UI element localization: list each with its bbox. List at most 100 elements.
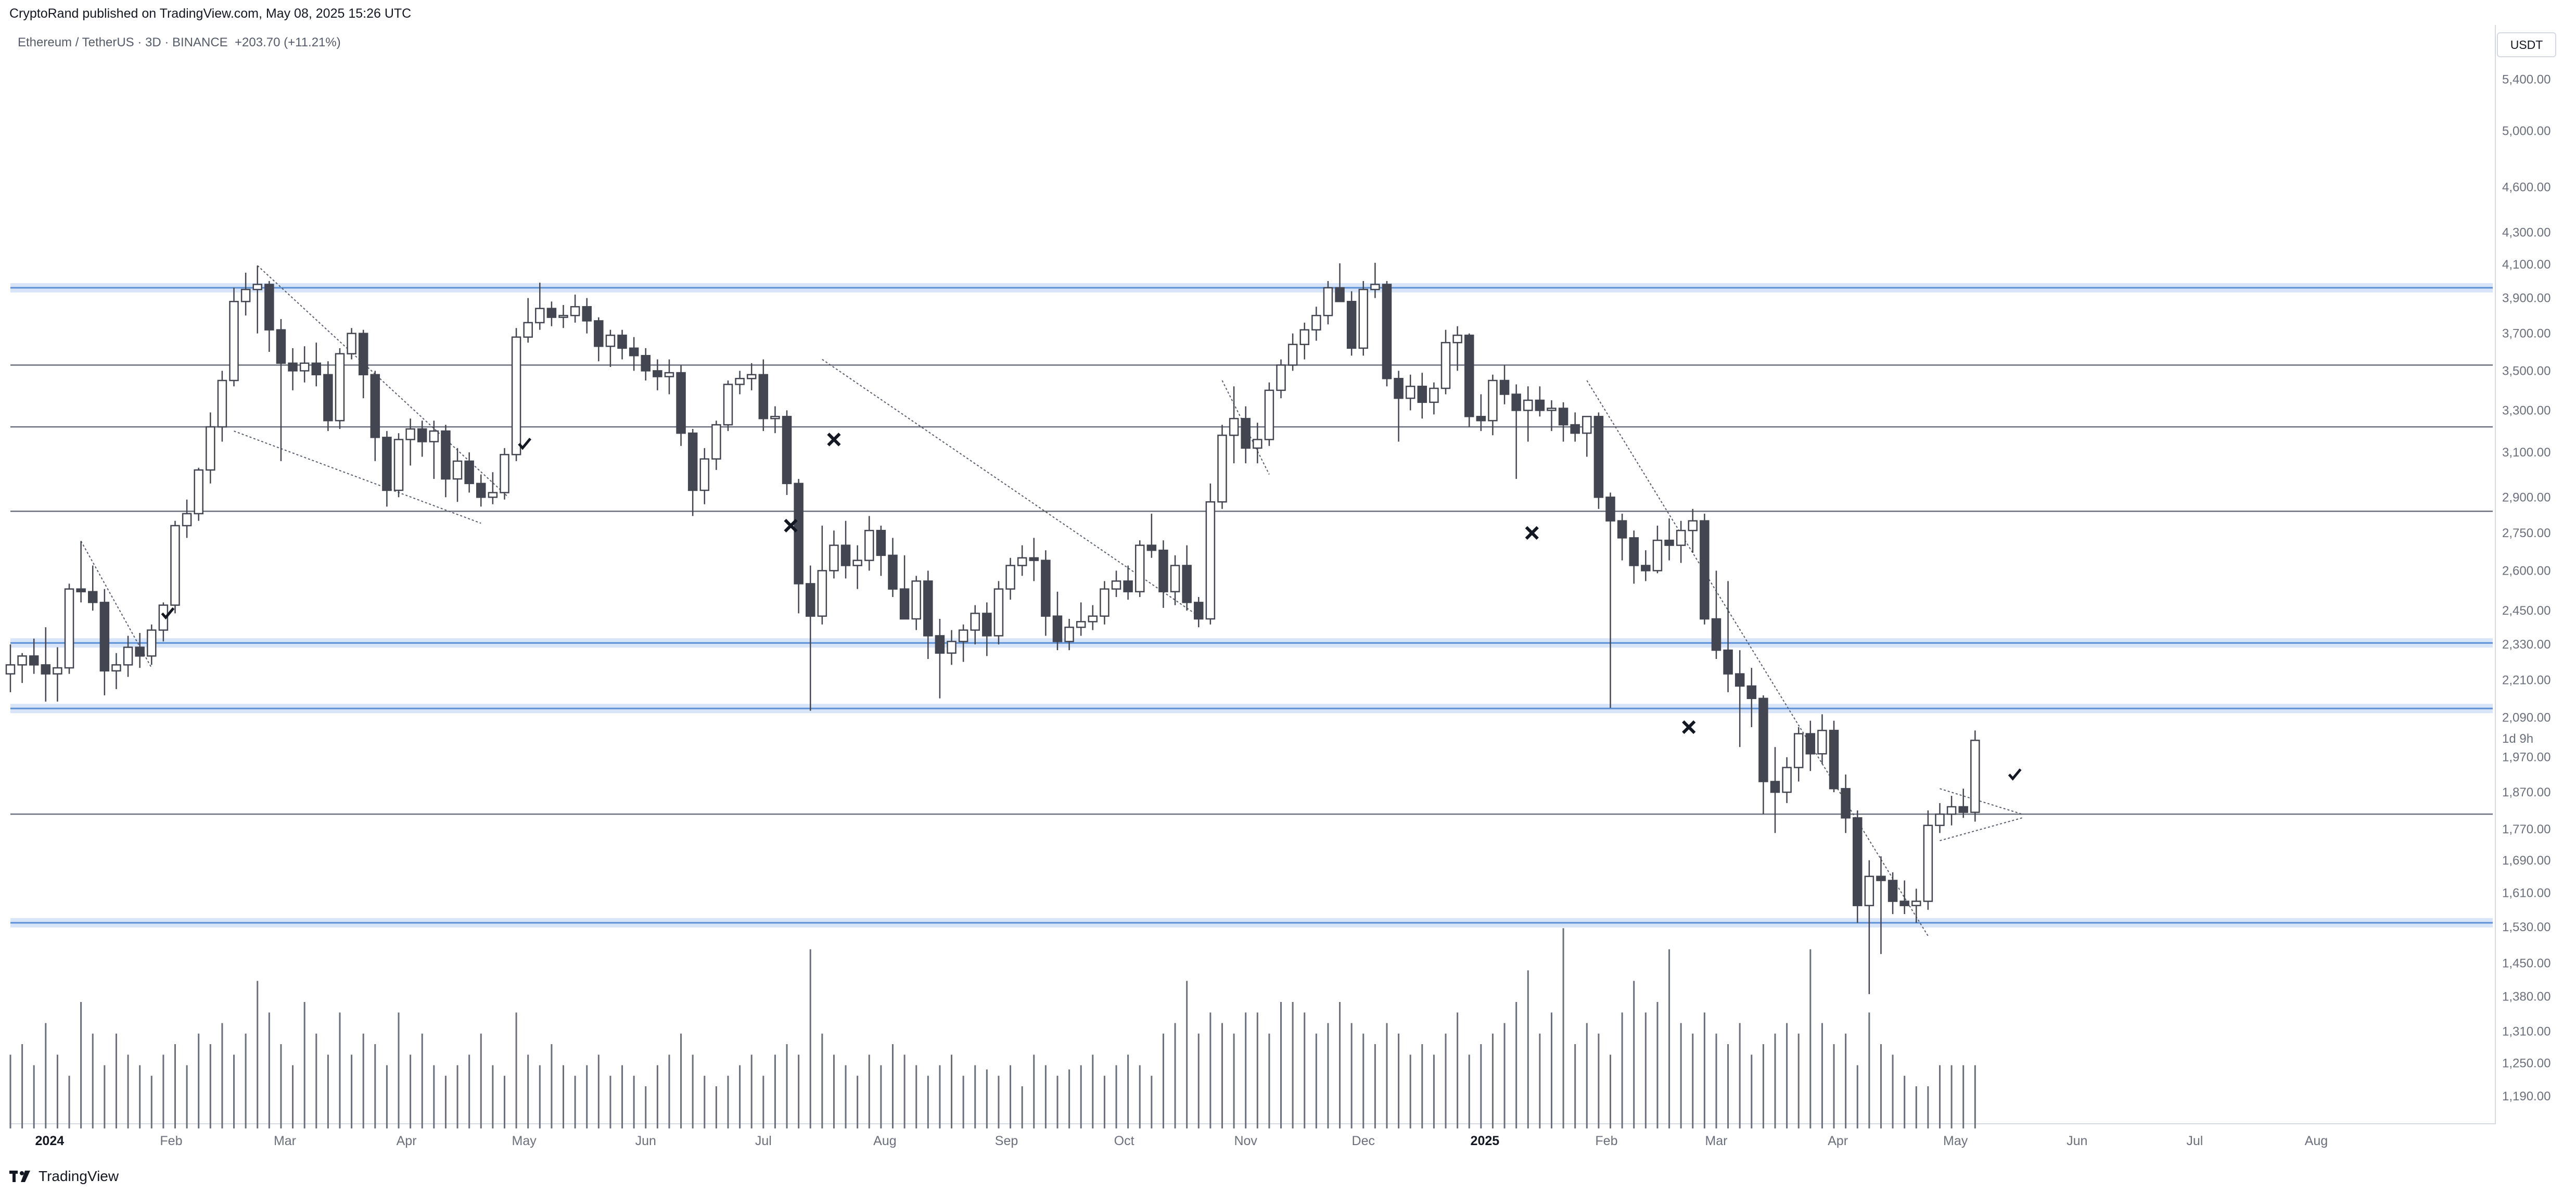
bull-candle	[17, 653, 27, 683]
bull-candle	[1582, 415, 1592, 457]
bear-candle	[311, 342, 322, 387]
candle-body	[1523, 399, 1533, 411]
bull-candle	[194, 467, 203, 521]
bull-candle	[1017, 545, 1027, 576]
time-tick-label: May	[1943, 1134, 1968, 1148]
candle-body	[982, 613, 992, 637]
candle-body	[1146, 544, 1157, 551]
bear-candle	[358, 329, 368, 399]
bear-candle	[935, 619, 945, 699]
tradingview-brand[interactable]: TradingView	[9, 1168, 119, 1185]
legend-symbol: Ethereum / TetherUS · 3D · BINANCE	[18, 35, 228, 49]
bear-candle	[758, 359, 769, 431]
bear-candle	[1958, 789, 1968, 818]
bull-candle	[1064, 619, 1074, 651]
bull-candle	[1287, 333, 1298, 371]
bull-candle	[1205, 483, 1216, 625]
bear-candle	[617, 329, 627, 360]
candle-body	[76, 588, 86, 592]
candle-body	[629, 347, 639, 357]
candle-body	[358, 333, 368, 376]
bear-candle	[1123, 565, 1133, 600]
candle-body	[1582, 415, 1592, 434]
bear-candle	[1241, 406, 1251, 464]
candle-body	[87, 591, 98, 603]
bear-candle	[1335, 263, 1345, 302]
bull-candle	[1429, 382, 1439, 415]
candle-body	[711, 424, 721, 460]
candle-body	[1134, 544, 1145, 592]
price-tick-label: 4,600.00	[2502, 180, 2551, 194]
bull-candle	[335, 348, 345, 429]
candle-body	[500, 454, 509, 493]
time-tick-label: Sep	[995, 1134, 1018, 1148]
price-tick-label: 3,900.00	[2502, 291, 2551, 306]
symbol-legend: Ethereum / TetherUS · 3D · BINANCE +203.…	[18, 35, 341, 50]
bear-candle	[1664, 518, 1674, 561]
time-tick-label: Aug	[2305, 1134, 2328, 1148]
bull-candle	[958, 624, 968, 662]
candle-body	[1088, 615, 1098, 623]
candle-body	[1005, 565, 1015, 590]
candle-body	[41, 664, 51, 675]
bull-candle	[1076, 602, 1086, 636]
bull-candle	[711, 421, 721, 470]
candle-body	[264, 284, 274, 331]
bull-candle	[911, 576, 921, 630]
candle-body	[170, 525, 180, 606]
candle-body	[1299, 329, 1309, 345]
bear-candle	[370, 371, 380, 461]
candle-body	[1970, 740, 1980, 813]
candle-body	[1558, 408, 1568, 426]
price-axis: 5,400.00 5,000.00 4,600.00 4,300.00 4,100.00…	[2502, 72, 2551, 1103]
candle-body	[1217, 434, 1227, 503]
time-tick-label: Feb	[1595, 1134, 1617, 1148]
candle-body	[476, 483, 486, 498]
candle-body	[1440, 341, 1451, 389]
candle-body	[1241, 417, 1251, 449]
candle-body	[888, 554, 898, 590]
bull-candle	[1793, 727, 1804, 782]
candle-body	[1911, 900, 1921, 906]
currency-selector[interactable]: USDT	[2497, 32, 2556, 57]
time-tick-label: Aug	[873, 1134, 896, 1148]
bull-candle	[217, 371, 227, 442]
bull-candle	[1488, 374, 1498, 436]
bull-candle	[1970, 730, 1980, 822]
price-tick-label: 2,090.00	[2502, 710, 2551, 725]
price-tick-label: 1,970.00	[2502, 751, 2551, 765]
candle-body	[1664, 539, 1674, 546]
candle-body	[64, 588, 74, 669]
candle-body	[452, 460, 463, 480]
candle-body	[829, 544, 839, 572]
bull-candle	[970, 605, 980, 644]
time-tick-label: Apr	[1828, 1134, 1848, 1148]
bull-candle	[240, 272, 251, 316]
candle-body	[464, 460, 474, 485]
bear-candle	[1593, 412, 1604, 509]
candle-body	[699, 458, 710, 491]
candle-body	[111, 664, 121, 672]
time-tick-label: Jul	[755, 1134, 772, 1148]
bear-candle	[888, 538, 898, 598]
price-tick-label: 2,330.00	[2502, 638, 2551, 652]
bull-candle	[64, 583, 74, 674]
candle-body	[1935, 813, 1945, 826]
candle-body	[758, 374, 769, 420]
bear-candle	[1417, 373, 1427, 419]
candle-body	[1876, 875, 1886, 881]
bull-candle	[723, 380, 733, 431]
time-tick-label: Feb	[160, 1134, 182, 1148]
bull-candle	[558, 304, 568, 328]
bear-candle	[840, 521, 851, 579]
candle-body	[1888, 880, 1898, 902]
bear-candle	[1723, 581, 1733, 692]
candle-body	[582, 306, 592, 322]
bear-candle	[629, 337, 639, 371]
bear-candle	[1876, 856, 1886, 954]
bear-candle	[1558, 402, 1568, 442]
candle-body	[1711, 618, 1721, 651]
candle-body	[1641, 565, 1651, 572]
price-tick-label: 2,600.00	[2502, 564, 2551, 578]
